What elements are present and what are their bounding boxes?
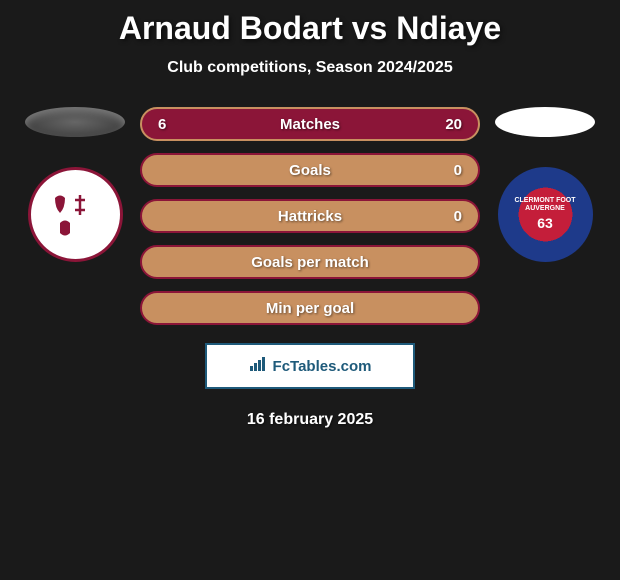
right-badge-text: CLERMONT FOOT AUVERGNE 63 <box>514 197 575 232</box>
chart-icon <box>249 356 267 376</box>
stat-left-value: 6 <box>158 116 188 133</box>
stats-column: 6 Matches 20 Goals 0 Hattricks 0 Goals p… <box>140 107 480 325</box>
stat-bar-goals: Goals 0 <box>140 153 480 187</box>
comparison-area: 6 Matches 20 Goals 0 Hattricks 0 Goals p… <box>10 107 610 325</box>
stat-bar-matches: 6 Matches 20 <box>140 107 480 141</box>
stat-label: Goals <box>188 162 432 179</box>
fctables-attribution[interactable]: FcTables.com <box>205 343 415 389</box>
stat-bar-min-per-goal: Min per goal <box>140 291 480 325</box>
stat-label: Goals per match <box>188 254 432 271</box>
stat-right-value: 0 <box>432 208 462 225</box>
stat-right-value: 0 <box>432 162 462 179</box>
subtitle: Club competitions, Season 2024/2025 <box>10 59 610 77</box>
badge-text-mid: AUVERGNE <box>514 205 575 213</box>
fctables-label: FcTables.com <box>273 358 372 375</box>
stat-bar-hattricks: Hattricks 0 <box>140 199 480 233</box>
right-club-badge: CLERMONT FOOT AUVERGNE 63 <box>498 167 593 262</box>
stat-label: Hattricks <box>188 208 432 225</box>
left-club-badge <box>28 167 123 262</box>
date-text: 16 february 2025 <box>10 411 610 429</box>
right-player-photo <box>495 107 595 137</box>
page-title: Arnaud Bodart vs Ndiaye <box>10 10 610 47</box>
left-badge-text <box>45 183 105 246</box>
stat-label: Min per goal <box>188 300 432 317</box>
stat-label: Matches <box>188 116 432 133</box>
metz-crest-icon <box>45 183 105 243</box>
right-player-col: CLERMONT FOOT AUVERGNE 63 <box>495 107 595 262</box>
stat-right-value: 20 <box>432 116 462 133</box>
stat-bar-goals-per-match: Goals per match <box>140 245 480 279</box>
badge-text-top: CLERMONT FOOT <box>514 197 575 205</box>
left-player-col <box>25 107 125 262</box>
left-player-photo <box>25 107 125 137</box>
badge-num: 63 <box>514 216 575 231</box>
